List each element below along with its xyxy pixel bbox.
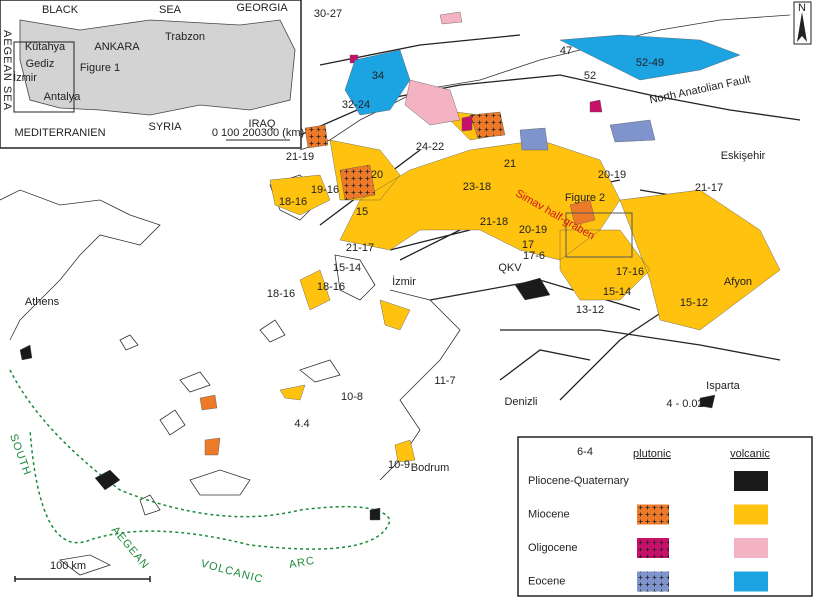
inset-label: SEA <box>159 4 182 16</box>
map-label: 17-6 <box>523 250 545 262</box>
plutonic-pattern <box>637 504 669 525</box>
map-label: 18-16 <box>279 196 307 208</box>
volcanic-swatch <box>734 571 768 592</box>
map-label: 20-19 <box>519 224 547 236</box>
legend-header: plutonic <box>633 448 671 460</box>
map-label: 23-18 <box>463 181 491 193</box>
units <box>19 11 781 521</box>
inset-label: IRAQ <box>249 118 276 130</box>
plutonic-pattern <box>637 538 669 558</box>
map-label: 47 <box>560 45 572 57</box>
turkey <box>19 19 296 116</box>
map-label: 52-49 <box>636 57 664 69</box>
map-label: 15-14 <box>603 286 631 298</box>
scale-bar <box>14 576 151 582</box>
inset-label: GEORGIA <box>236 2 288 14</box>
inset-label: MEDITERRANIEN <box>14 127 105 139</box>
inset-label: 0 100 200300 (km) <box>212 127 304 139</box>
map-label: 34 <box>372 70 384 82</box>
inset-label: Gediz <box>26 58 55 70</box>
city-label: İzmir <box>392 275 416 288</box>
legend-label: Eocene <box>528 575 565 587</box>
north-label: N <box>798 2 806 14</box>
inset-label: Trabzon <box>165 31 205 43</box>
oligocene-volcanic <box>404 11 463 126</box>
plutonic-pattern <box>637 571 669 592</box>
map-label: 21-17 <box>346 242 374 254</box>
map-label: Isparta <box>706 380 741 392</box>
inset-label: Antalya <box>44 91 82 103</box>
eocene-plutonic <box>519 119 656 151</box>
map-label: Afyon <box>724 276 752 288</box>
map-label: 10-9 <box>388 459 410 471</box>
map-label: 19-16 <box>311 184 339 196</box>
inset-vertical-label: AEGEAN SEA <box>1 30 13 111</box>
plus-pattern <box>305 112 505 200</box>
map-label: 15-14 <box>333 262 361 274</box>
map-label: 15 <box>356 206 368 218</box>
legend-label: Oligocene <box>528 542 578 554</box>
map-label: Denizli <box>504 396 537 408</box>
map-label: 21-18 <box>480 216 508 228</box>
island <box>59 319 341 576</box>
inset-label: İzmir <box>13 71 37 84</box>
figure-2-box <box>565 212 633 258</box>
volcanic-arc <box>9 369 391 550</box>
map-label: 10-8 <box>341 391 363 403</box>
map-label: Eskişehir <box>721 150 766 162</box>
map-label: 6-4 <box>577 446 593 458</box>
map-label: Bodrum <box>411 462 450 474</box>
scale-label: 100 km <box>50 560 86 572</box>
map-label: 52 <box>584 70 596 82</box>
map-label: 11-7 <box>434 375 455 387</box>
figure-label: Figure 2 <box>565 192 605 204</box>
map-label: 15-12 <box>680 297 708 309</box>
inset-label: Figure 1 <box>80 62 120 74</box>
map-label: Athens <box>25 296 60 308</box>
map-label: 21-17 <box>695 182 723 194</box>
north-arrow <box>793 1 812 45</box>
legend-header: volcanic <box>730 448 770 460</box>
map-label: 21 <box>504 158 516 170</box>
map-label: 17-16 <box>616 266 644 278</box>
map-label: 13-12 <box>576 304 604 316</box>
map-label: 4 - 0.02 <box>666 398 703 410</box>
map-label: 20 <box>371 169 383 181</box>
volcanic-swatch <box>734 538 768 558</box>
map-label: 18-16 <box>267 288 295 300</box>
inset-label: ANKARA <box>94 41 140 53</box>
volcanic-swatch <box>734 504 768 525</box>
legend-label: Miocene <box>528 508 570 520</box>
figure-1-box <box>13 41 75 113</box>
map-label: 18-16 <box>317 281 345 293</box>
arc-label: ARC <box>288 555 316 571</box>
map-label: QKV <box>498 262 522 274</box>
map-label: 4.4 <box>294 418 309 430</box>
map-label: 32-24 <box>342 99 370 111</box>
volcanic-swatch <box>734 471 768 491</box>
map-label: 21-19 <box>286 151 314 163</box>
map-label: 17 <box>522 239 534 251</box>
inset-label: BLACK <box>42 4 79 16</box>
inset-label: SYRIA <box>148 121 182 133</box>
pliocene-volcanic <box>19 277 716 521</box>
map-label: 20-19 <box>598 169 626 181</box>
eocene-volcanic <box>344 34 741 116</box>
map-label: 30-27 <box>314 8 342 20</box>
inset-label: Kütahya <box>25 41 66 53</box>
inset-map <box>0 0 302 149</box>
legend-label: Pliocene-Quaternary <box>528 475 629 487</box>
map-label: 24-22 <box>416 141 444 153</box>
north-pointer <box>797 12 807 42</box>
